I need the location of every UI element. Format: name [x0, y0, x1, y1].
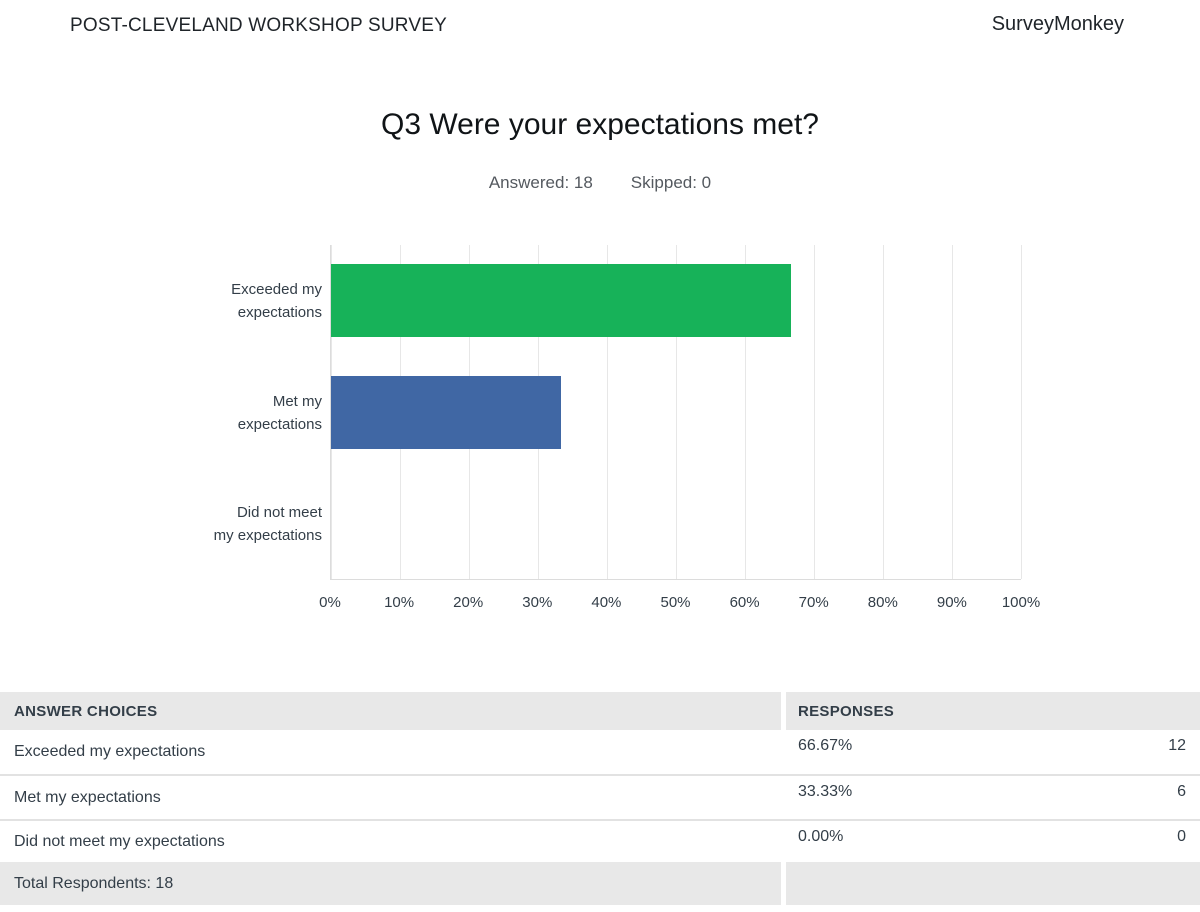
x-tick-label: 0% [319, 594, 341, 611]
gridline [676, 245, 677, 579]
category-label: Did not meet my expectations [96, 501, 322, 547]
category-label-line: Met my [272, 392, 322, 410]
x-tick-label: 50% [660, 594, 691, 611]
table-row: Met my expectations 33.33% 6 [0, 776, 1200, 821]
table-body: Exceeded my expectations 66.67% 12 Met my e… [0, 730, 1200, 862]
column-gap [781, 776, 786, 819]
plot-area [330, 245, 1022, 580]
column-gap [781, 730, 786, 774]
gridline [745, 245, 746, 579]
x-axis: 0% 10% 20% 30% 40% 50% 60% 70% 80% 90% 100% [319, 594, 1040, 618]
category-label: Met my expectations [96, 390, 322, 436]
column-gap [781, 821, 786, 862]
category-label-line: Did not meet [236, 504, 322, 522]
category-label-line: my expectations [213, 527, 322, 545]
response-cell: 33.33% 6 [786, 776, 1200, 819]
category-label-line: expectations [237, 415, 322, 433]
answer-stats: Answered: 18 Skipped: 0 [0, 173, 1200, 193]
bar-met-my-expectations [331, 376, 561, 449]
skipped-count: Skipped: 0 [630, 173, 712, 192]
response-percent: 33.33% [798, 783, 853, 800]
response-cell: 0.00% 0 [786, 821, 1200, 862]
table-row: Exceeded my expectations 66.67% 12 [0, 730, 1200, 776]
response-count: 6 [1177, 783, 1186, 800]
x-tick-label: 30% [522, 594, 553, 611]
gridline [952, 245, 953, 579]
survey-title: POST-CLEVELAND WORKSHOP SURVEY [70, 15, 447, 36]
total-respondents: Total Respondents: 18 [0, 862, 781, 905]
responses-header: RESPONSES [786, 692, 1200, 730]
gridline [1021, 245, 1022, 579]
answer-choice-cell: Met my expectations [14, 788, 161, 806]
question-title: Q3 Were your expectations met? [381, 108, 819, 141]
answer-choice-cell: Did not meet my expectations [14, 832, 225, 850]
table-footer-row: Total Respondents: 18 [0, 862, 1200, 905]
answer-choice-cell: Exceeded my expectations [14, 743, 206, 760]
answered-count: Answered: 18 [488, 173, 593, 192]
table-row: Did not meet my expectations 0.00% 0 [0, 821, 1200, 862]
surveymonkey-logo: SurveyMonkey [991, 13, 1124, 35]
response-count: 12 [1168, 737, 1186, 754]
table-header-row: ANSWER CHOICES RESPONSES [0, 692, 1200, 730]
x-tick-label: 40% [591, 594, 622, 611]
x-tick-label: 100% [1001, 594, 1041, 611]
x-tick-label: 60% [729, 594, 760, 611]
response-percent: 66.67% [798, 737, 853, 754]
gridline [814, 245, 815, 579]
column-gap [781, 692, 786, 730]
results-table: ANSWER CHOICES RESPONSES Exceeded my exp… [0, 692, 1200, 905]
footer-spacer [786, 862, 1200, 905]
category-label-line: expectations [237, 303, 322, 321]
x-tick-label: 80% [867, 594, 898, 611]
response-count: 0 [1177, 828, 1186, 845]
y-axis-labels: Exceeded my expectations Met my expectation… [96, 245, 322, 580]
x-tick-label: 70% [798, 594, 829, 611]
column-gap [781, 862, 786, 905]
category-label: Exceeded my expectations [96, 278, 322, 324]
x-tick-label: 20% [453, 594, 484, 611]
x-tick-label: 90% [936, 594, 967, 611]
answer-choices-header: ANSWER CHOICES [0, 692, 781, 730]
category-label-line: Exceeded my [231, 280, 322, 298]
response-percent: 0.00% [798, 828, 844, 845]
x-tick-label: 10% [384, 594, 415, 611]
gridline [607, 245, 608, 579]
response-cell: 66.67% 12 [786, 730, 1200, 774]
bar-exceeded-my-expectations [331, 264, 792, 338]
gridline [883, 245, 884, 579]
